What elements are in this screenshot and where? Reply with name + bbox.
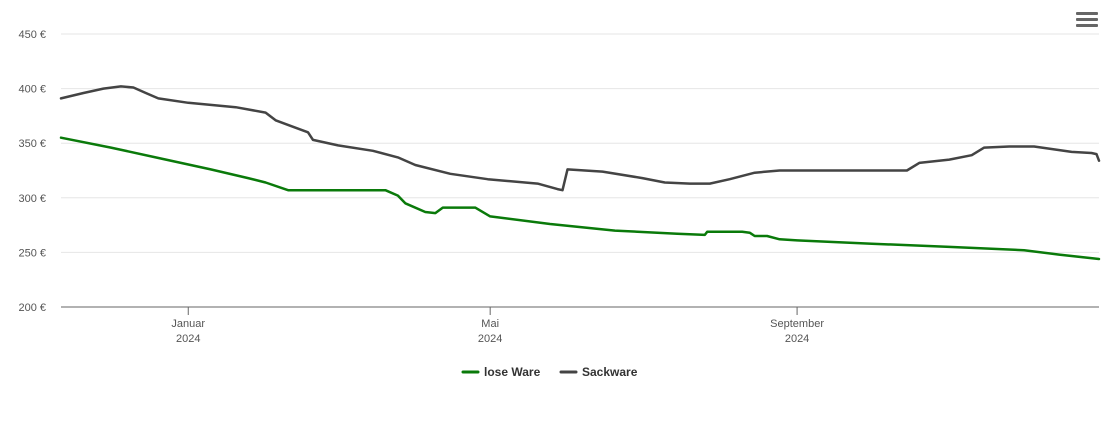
hamburger-menu-icon[interactable] [1076,12,1098,32]
series-lines [59,85,1101,261]
legend-item-lose-ware[interactable]: lose Ware [461,365,541,379]
legend-label: lose Ware [484,365,541,379]
x-tick-sublabel: 2024 [478,333,502,345]
x-tick-sublabel: 2024 [176,333,200,345]
y-tick-label: 450 € [18,29,46,41]
x-axis-ticks: Januar 2024 Mai 2024 September 2024 [171,307,824,345]
menu-bar-icon [1076,24,1098,27]
series-line-sackware [59,85,1101,192]
x-tick-sublabel: 2024 [785,333,809,345]
y-tick-label: 200 € [18,302,46,314]
menu-bar-icon [1076,18,1098,21]
menu-bar-icon [1076,12,1098,15]
x-tick-label: September [770,318,824,330]
y-tick-label: 250 € [18,247,46,259]
x-tick-label: Mai [481,318,499,330]
y-tick-label: 300 € [18,193,46,205]
legend-label: Sackware [582,365,638,379]
y-tick-label: 400 € [18,84,46,96]
x-tick-label: Januar [171,318,205,330]
grid-lines [61,33,1099,253]
legend[interactable]: lose Ware Sackware [461,365,638,379]
y-tick-label: 350 € [18,138,46,150]
y-axis-tick-labels: 200 € 250 € 300 € 350 € 400 € 450 € [18,29,46,314]
legend-item-sackware[interactable]: Sackware [559,365,638,379]
series-line-lose-ware [59,136,1101,261]
